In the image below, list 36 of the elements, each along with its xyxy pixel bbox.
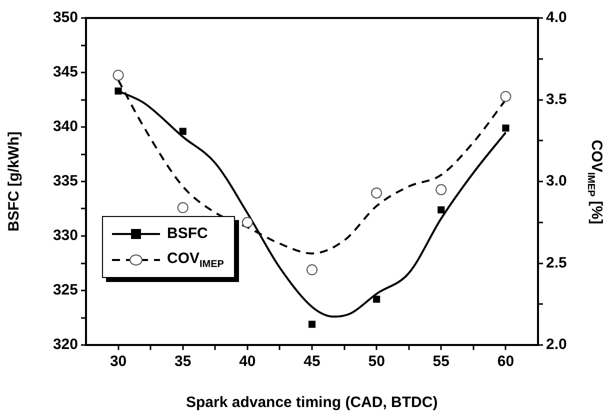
point — [308, 320, 316, 328]
y-axis-title: BSFC [g/kWh] — [5, 132, 22, 232]
legend-label: COV$_{IMEP}$ — [167, 250, 224, 270]
y2-tick-label: 2.5 — [546, 254, 567, 272]
y-tick-label: 320 — [52, 336, 78, 354]
point — [177, 202, 188, 214]
point — [242, 216, 253, 228]
point — [502, 124, 510, 132]
y2-tick-label: 2.0 — [546, 336, 567, 354]
y-tick-label: 340 — [52, 118, 78, 136]
point — [179, 128, 186, 135]
point — [112, 70, 124, 81]
y-tick-label: 325 — [52, 282, 78, 299]
y-tick-label: 345 — [52, 64, 78, 81]
y2-tick-label: 3.0 — [546, 172, 567, 190]
x-tick-label: 55 — [432, 353, 450, 370]
y2-tick-label: 4.0 — [546, 9, 567, 26]
point — [306, 264, 318, 276]
legend-label: BSFC — [167, 225, 208, 242]
y-tick-label: 350 — [52, 9, 78, 26]
x-tick-label: 40 — [239, 353, 256, 370]
x-tick-label: 50 — [368, 353, 385, 370]
x-tick-label: 30 — [110, 353, 127, 370]
y-tick-label: 330 — [52, 227, 78, 244]
point — [373, 296, 380, 303]
x-tick-label: 60 — [497, 353, 514, 370]
y-tick-label: 335 — [52, 172, 78, 190]
y2-tick-label: 3.5 — [546, 90, 567, 108]
point — [500, 90, 512, 102]
x-tick-label: 35 — [174, 353, 192, 370]
x-axis-title: Spark advance timing (CAD, BTDC) — [186, 394, 438, 410]
point — [371, 187, 382, 198]
point — [438, 206, 445, 214]
point — [436, 184, 447, 196]
point — [114, 87, 122, 95]
x-tick-label: 45 — [304, 353, 320, 370]
